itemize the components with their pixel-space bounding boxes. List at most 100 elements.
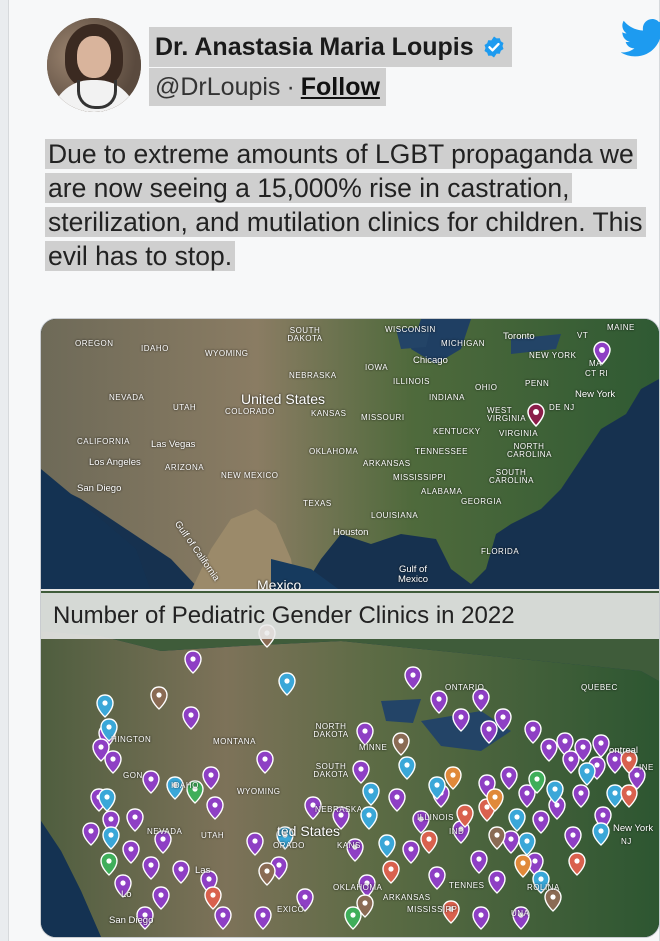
bottom-map: ONTARIO QUEBEC HINGTON MONTANA NORTH DAK… — [41, 591, 659, 937]
map-label: UNA — [511, 909, 530, 918]
map-label: ARKANSAS — [383, 893, 431, 902]
map-label: Las — [195, 865, 211, 876]
map-label: INE — [639, 763, 654, 772]
map-label: MONTANA — [213, 737, 256, 746]
map-label: SOUTH DAKOTA — [313, 762, 349, 779]
map-label: MISSOURI — [361, 413, 405, 422]
map-label: MISSISSIPPI — [393, 473, 447, 482]
map-label: OREGON — [75, 339, 114, 348]
map-label: Toronto — [503, 331, 535, 342]
map-label: Lo — [121, 889, 132, 900]
map-label: IOWA — [365, 363, 389, 372]
map-label: ROLINA — [527, 883, 560, 892]
map-label: KANSAS — [311, 409, 347, 418]
map-label: Chicago — [413, 355, 448, 366]
bottom-map-terrain — [41, 591, 659, 937]
map-label: ORADO — [273, 841, 305, 850]
map-label: MAINE — [607, 323, 635, 332]
map-label: OKLAHOMA — [309, 447, 359, 456]
map-label: ONTARIO — [445, 683, 485, 692]
verified-badge-icon — [484, 36, 504, 58]
map-label: New York — [613, 823, 654, 834]
display-name[interactable]: Dr. Anastasia Maria Loupis — [149, 27, 512, 67]
tweet-media-image[interactable]: OREGON IDAHO WYOMING SOUTH DAKOTA WISCON… — [40, 318, 660, 938]
map-label: VIRGINIA — [499, 429, 539, 438]
map-label: EXICO — [277, 905, 305, 914]
map-label: NEBRASKA — [289, 371, 337, 380]
map-label: WYOMING — [205, 349, 249, 358]
top-map-terrain — [41, 319, 659, 591]
map-label: NEW YORK — [529, 351, 577, 360]
map-label: LOUISIANA — [371, 511, 419, 520]
map-label: ARIZONA — [165, 463, 205, 472]
map-label: TEXAS — [303, 499, 332, 508]
profile-avatar[interactable] — [47, 18, 141, 112]
tweet-text: Due to extreme amounts of LGBT propagand… — [45, 137, 655, 273]
map-label: QUEBEC — [581, 683, 618, 692]
map-label: TENNES — [449, 881, 485, 890]
map-label: OKLAHOMA — [333, 883, 383, 892]
map-label: UTAH — [173, 403, 197, 412]
map-label: New York — [575, 389, 616, 400]
map-label: KANS — [337, 841, 361, 850]
map-label: ALABAMA — [421, 487, 463, 496]
map-label: WEST VIRGINIA — [487, 406, 527, 423]
map-label: NEW MEXICO — [221, 471, 279, 480]
map-label: Houston — [333, 527, 369, 538]
map-label: GON — [123, 771, 143, 780]
map-label: ILLINOIS — [393, 377, 430, 386]
map-label: CT RI — [585, 369, 609, 378]
map-label: Mexico — [257, 577, 302, 591]
handle-row: @DrLoupis · Follow — [149, 68, 386, 106]
map-label: SOUTH CAROLINA — [489, 468, 534, 485]
map-label: ARKANSAS — [363, 459, 411, 468]
tweet-text-content: Due to extreme amounts of LGBT propagand… — [45, 139, 646, 271]
map-label: San Diego — [109, 915, 154, 926]
twitter-bird-icon[interactable] — [621, 18, 660, 58]
map-label: NJ — [621, 837, 632, 846]
map-label: COLORADO — [225, 407, 275, 416]
map-pin-icon — [527, 403, 545, 427]
map-label: CALIFORNIA — [77, 437, 131, 446]
map-label: NORTH DAKOTA — [313, 722, 349, 739]
map-banner-text: Number of Pediatric Gender Clinics in 20… — [53, 602, 515, 629]
map-label: NEVADA — [147, 827, 183, 836]
map-label: IDAHO — [171, 781, 199, 790]
map-label: KENTUCKY — [433, 427, 481, 436]
map-label: WYOMING — [237, 787, 281, 796]
map-pin-icon — [593, 341, 611, 365]
map-label: MISSISSIPP — [407, 905, 458, 914]
map-label: MA — [589, 359, 602, 368]
map-label: IDAHO — [141, 344, 169, 353]
map-label: ILLINOIS — [417, 813, 454, 822]
map-label: INDIANA — [429, 393, 465, 402]
map-label: UTAH — [201, 831, 225, 840]
separator-dot: · — [286, 72, 295, 101]
map-label: PENN — [525, 379, 550, 388]
map-banner-title: Number of Pediatric Gender Clinics in 20… — [41, 593, 659, 639]
map-label: ted States — [277, 823, 341, 839]
map-label: Las Vegas — [151, 439, 196, 450]
map-label: NORTH CAROLINA — [507, 442, 552, 459]
map-label: GEORGIA — [461, 497, 502, 506]
map-label: MINNE — [359, 743, 388, 752]
follow-button[interactable]: Follow — [300, 72, 380, 101]
map-label: MICHIGAN — [441, 339, 485, 348]
map-label: HINGTON — [111, 735, 152, 744]
map-label: FLORIDA — [481, 547, 520, 556]
map-label: SOUTH DAKOTA — [287, 326, 323, 343]
map-label: VT — [577, 331, 589, 340]
map-label: IND — [449, 827, 465, 836]
map-label: ontreal — [609, 745, 639, 756]
map-label: Los Angeles — [89, 457, 141, 468]
map-label: NEBRASKA — [315, 805, 363, 814]
map-label: NEVADA — [109, 393, 145, 402]
handle[interactable]: @DrLoupis — [155, 72, 281, 101]
map-label: WISCONSIN — [385, 325, 436, 334]
map-label: TENNESSEE — [415, 447, 468, 456]
map-label: United States — [241, 391, 326, 407]
top-map: OREGON IDAHO WYOMING SOUTH DAKOTA WISCON… — [41, 319, 659, 591]
display-name-text[interactable]: Dr. Anastasia Maria Loupis — [155, 32, 474, 61]
map-label: Gulf of Mexico — [397, 564, 429, 585]
map-label: DE NJ — [549, 403, 575, 412]
